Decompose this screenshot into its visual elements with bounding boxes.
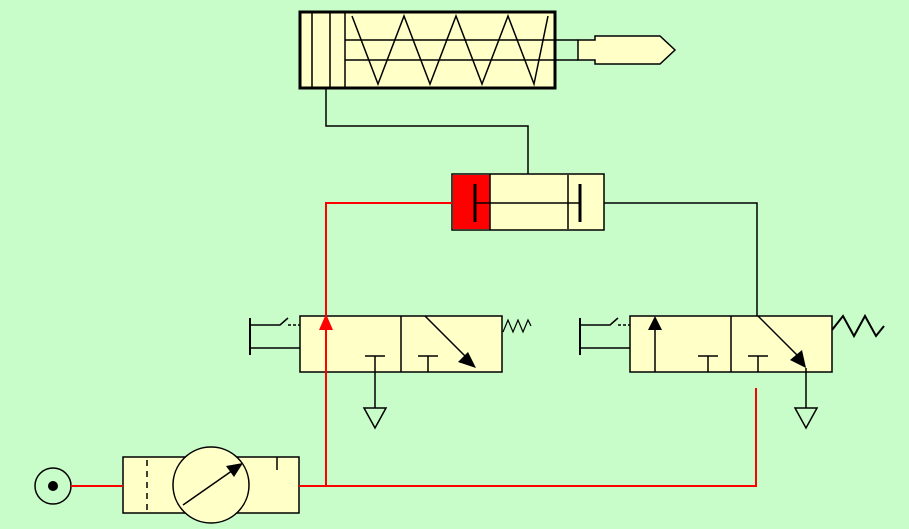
right-3-2-valve bbox=[579, 313, 885, 430]
spring-icon bbox=[831, 313, 885, 339]
shuttle-to-right-valve-line bbox=[604, 202, 758, 316]
shuttle-valve bbox=[451, 173, 605, 231]
left-3-2-valve bbox=[249, 315, 532, 430]
flow-arrow-icon bbox=[790, 350, 806, 368]
flow-arrow-icon bbox=[648, 316, 662, 330]
return-spring-icon bbox=[351, 13, 549, 87]
gauge-needle bbox=[226, 463, 243, 477]
cylinder-body bbox=[298, 10, 557, 90]
left-valve-to-shuttle-line bbox=[325, 202, 452, 316]
exhaust-icon bbox=[793, 407, 819, 430]
spring-return-cylinder bbox=[298, 10, 677, 90]
piston-rod-end bbox=[577, 35, 677, 65]
frl-to-right-valve-line bbox=[299, 388, 757, 487]
exhaust-icon bbox=[362, 407, 388, 430]
frl-unit bbox=[122, 446, 300, 524]
spring-icon bbox=[502, 318, 532, 334]
left-valve-flow-arrow bbox=[319, 314, 333, 330]
shuttle-active-chamber bbox=[453, 175, 490, 229]
flow-arrow-icon bbox=[458, 352, 476, 368]
cylinder-to-shuttle-line bbox=[325, 88, 529, 174]
